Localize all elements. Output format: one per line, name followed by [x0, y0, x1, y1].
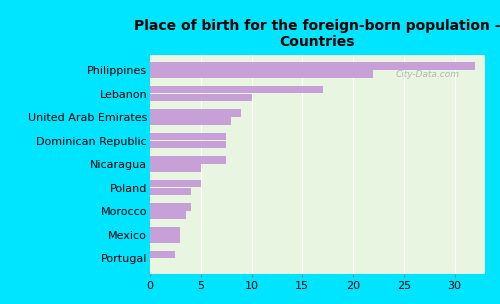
Bar: [150, 203, 190, 211]
Bar: [150, 188, 190, 195]
Bar: [150, 235, 180, 243]
Bar: [150, 250, 176, 258]
Bar: [150, 141, 226, 148]
Bar: [150, 86, 322, 93]
Bar: [150, 94, 252, 101]
Bar: [150, 227, 180, 234]
Bar: [150, 156, 226, 164]
Text: City-Data.com: City-Data.com: [396, 70, 460, 79]
Bar: [150, 212, 186, 219]
Bar: [150, 70, 374, 78]
Bar: [150, 164, 201, 172]
Bar: [150, 109, 242, 117]
Bar: [150, 133, 226, 140]
Bar: [150, 62, 475, 70]
Bar: [150, 180, 201, 188]
Bar: [150, 117, 231, 125]
Title: Place of birth for the foreign-born population -
Countries: Place of birth for the foreign-born popu…: [134, 19, 500, 49]
